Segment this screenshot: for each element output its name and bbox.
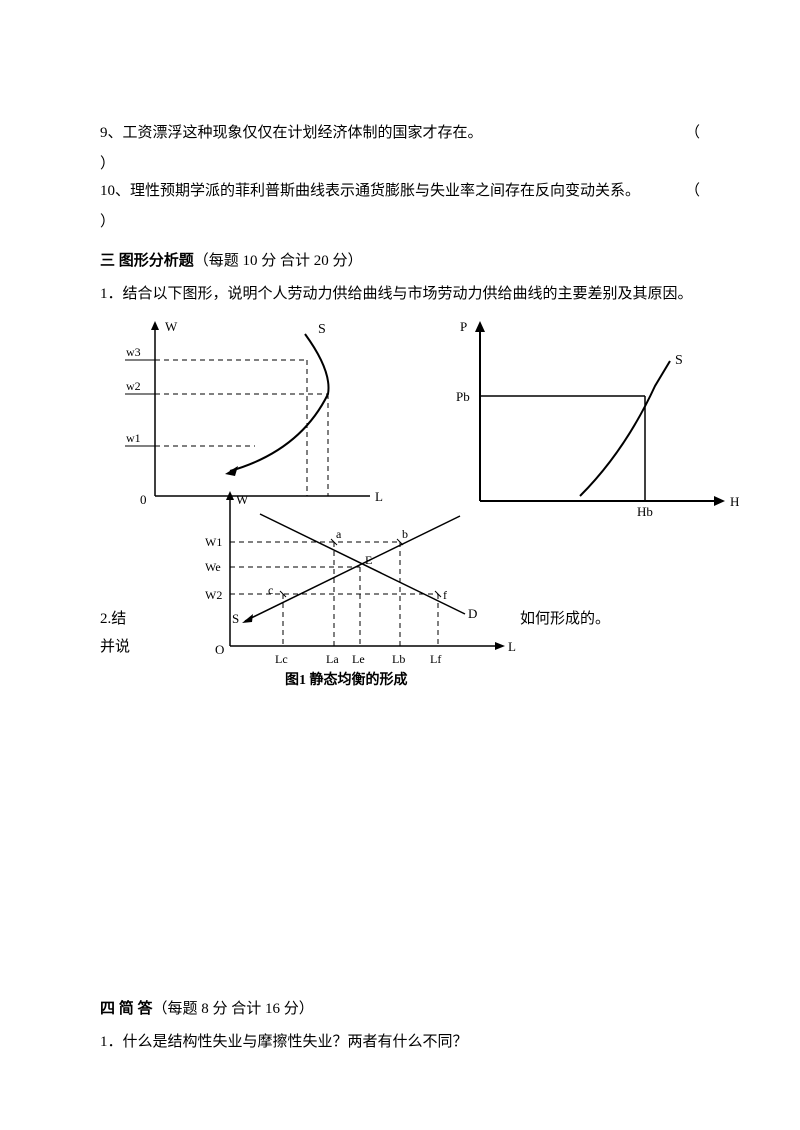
bottom-xtick-lf: Lf bbox=[430, 652, 441, 666]
left-curve-label: S bbox=[318, 322, 326, 337]
s4-q1-text: 1．什么是结构性失业与摩擦性失业？两者有什么不同？ bbox=[100, 1029, 700, 1056]
right-curve-label: S bbox=[675, 353, 683, 368]
q10-paren-open: （ bbox=[685, 178, 700, 205]
bottom-point-E: E bbox=[365, 553, 372, 567]
section-4-header: 四 简 答（每题 8 分 合计 16 分） bbox=[100, 996, 700, 1023]
bottom-title: 图1 静态均衡的形成 bbox=[285, 671, 408, 688]
left-ytick-w1: w1 bbox=[126, 431, 141, 445]
svg-text:L: L bbox=[375, 489, 383, 504]
bottom-point-a: a bbox=[336, 527, 342, 541]
bottom-point-c: c bbox=[268, 583, 273, 597]
left-origin: 0 bbox=[140, 492, 147, 507]
bottom-ytick-w2: W2 bbox=[205, 588, 222, 602]
bottom-point-b: b bbox=[402, 527, 408, 541]
graph-container: W L 0 w3 w2 w1 S bbox=[100, 316, 740, 696]
bottom-x-label: L bbox=[508, 639, 516, 654]
q9-paren-close: ） bbox=[100, 151, 700, 178]
left-y-label: W bbox=[165, 319, 178, 334]
left-graph: W L 0 w3 w2 w1 S bbox=[125, 319, 383, 507]
bottom-origin: O bbox=[215, 642, 224, 657]
bottom-ytick-w1: W1 bbox=[205, 535, 222, 549]
bottom-xtick-le: Le bbox=[352, 652, 365, 666]
s3-q2-suffix: 如何形成的。 bbox=[520, 606, 610, 633]
section-4-title: 四 简 答 bbox=[100, 1001, 153, 1017]
bottom-xtick-la: La bbox=[326, 652, 339, 666]
bottom-y-label: W bbox=[236, 492, 249, 507]
bottom-graph: W L O W1 We W2 Lc La Le Lb Lf bbox=[205, 491, 516, 688]
q9-text: 9、工资漂浮这种现象仅仅在计划经济体制的国家才存在。 bbox=[100, 125, 483, 141]
s3-q2-prefix: 2.结 bbox=[100, 606, 126, 633]
q10-text: 10、理性预期学派的菲利普斯曲线表示通货膨胀与失业率之间存在反向变动关系。 bbox=[100, 183, 640, 199]
bottom-ytick-we: We bbox=[205, 560, 221, 574]
s3-q2-line2: 并说 bbox=[100, 634, 130, 661]
bottom-d-label: D bbox=[468, 606, 477, 621]
left-ytick-w2: w2 bbox=[126, 379, 141, 393]
right-ytick-pb: Pb bbox=[456, 389, 470, 404]
right-x-label: H bbox=[730, 494, 739, 509]
question-9: 9、工资漂浮这种现象仅仅在计划经济体制的国家才存在。 （ bbox=[100, 120, 700, 147]
section-3-scoring: （每题 10 分 合计 20 分） bbox=[194, 253, 363, 269]
bottom-point-f: f bbox=[443, 588, 447, 602]
right-graph: P H Pb Hb S bbox=[456, 319, 739, 519]
section-4: 四 简 答（每题 8 分 合计 16 分） 1．什么是结构性失业与摩擦性失业？两… bbox=[100, 996, 700, 1056]
right-y-label: P bbox=[460, 319, 467, 334]
q9-paren-open: （ bbox=[685, 120, 700, 147]
left-ytick-w3: w3 bbox=[126, 345, 141, 359]
right-xtick-hb: Hb bbox=[637, 504, 653, 519]
s3-q1-text: 1．结合以下图形，说明个人劳动力供给曲线与市场劳动力供给曲线的主要差别及其原因。 bbox=[100, 281, 700, 308]
section-3-header: 三 图形分析题（每题 10 分 合计 20 分） bbox=[100, 248, 700, 275]
question-10: 10、理性预期学派的菲利普斯曲线表示通货膨胀与失业率之间存在反向变动关系。 （ bbox=[100, 178, 700, 205]
section-3-title: 三 图形分析题 bbox=[100, 253, 194, 269]
bottom-xtick-lb: Lb bbox=[392, 652, 405, 666]
bottom-xtick-lc: Lc bbox=[275, 652, 288, 666]
combined-graph: W L 0 w3 w2 w1 S bbox=[100, 316, 740, 696]
q10-paren-close: ） bbox=[100, 209, 700, 236]
section-4-scoring: （每题 8 分 合计 16 分） bbox=[153, 1001, 314, 1017]
bottom-s-start: S bbox=[232, 611, 239, 626]
